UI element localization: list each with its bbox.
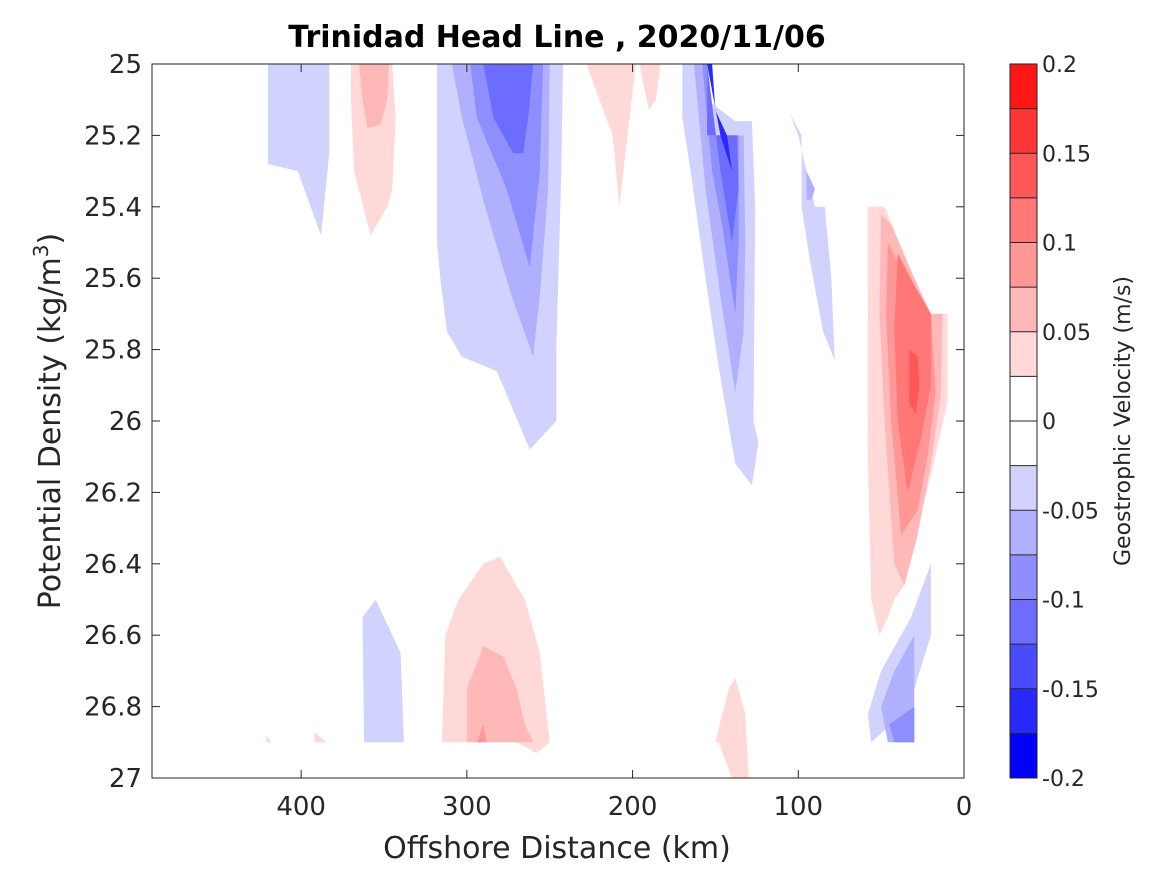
colorbar-swatch [1010, 242, 1037, 288]
colorbar-swatch [1010, 510, 1037, 556]
colorbar-swatch [1010, 64, 1037, 110]
y-tick-label: 25.2 [84, 121, 142, 151]
contour-region-neg-band-360 [362, 599, 404, 743]
contour-region-neg-band-30-1 [867, 563, 931, 743]
colorbar-swatch [1010, 554, 1037, 600]
colorbar-swatch [1010, 599, 1037, 645]
y-tick-label: 25.6 [84, 264, 142, 294]
colorbar-swatch [1010, 421, 1037, 467]
contour-region-pos-band-190 [639, 64, 661, 111]
contour-region-pos-band-355-inner [359, 64, 389, 129]
colorbar-swatch [1010, 197, 1037, 243]
colorbar-swatch [1010, 153, 1037, 199]
colorbar-tick-label: 0 [1042, 410, 1056, 435]
chart-title: Trinidad Head Line , 2020/11/06 [288, 20, 825, 55]
y-tick-label: 26.6 [84, 621, 142, 651]
colorbar [1010, 64, 1037, 779]
colorbar-swatch [1010, 688, 1037, 734]
y-axis-title-main: Potential Density (kg/m [33, 257, 68, 609]
colorbar-swatch [1010, 733, 1037, 779]
contour-region-neg-band-150-4 [707, 64, 739, 243]
colorbar-swatch [1010, 465, 1037, 511]
contour-region-neg-band-150-5 [707, 64, 732, 172]
colorbar-title: Geostrophic Velocity (m/s) [1111, 276, 1136, 566]
y-tick-label: 26 [109, 407, 142, 437]
contour-region-neg-band-300-4 [483, 64, 534, 154]
colorbar-tick-label: 0.05 [1042, 321, 1091, 346]
y-axis-title-superscript: 3 [29, 244, 53, 257]
x-tick-label: 200 [608, 792, 658, 822]
y-tick-label: 26.4 [84, 550, 142, 580]
contour-region-pos-band-390 [314, 731, 326, 743]
contour-region-pos-band-140 [715, 678, 749, 778]
contour-region-neg-band-100 [790, 114, 835, 361]
contour-region-neg-band-100-inner [806, 171, 815, 200]
y-tick-label: 27 [109, 764, 142, 794]
colorbar-tick-label: 0.15 [1042, 142, 1091, 167]
contour-region-pos-band-420 [266, 735, 272, 743]
contour-region-pos-band-40-5 [909, 349, 920, 414]
colorbar-tick-label: 0.2 [1042, 53, 1077, 78]
y-axis-title-close: ) [33, 233, 68, 245]
colorbar-swatch [1010, 331, 1037, 377]
colorbar-tick-label: -0.2 [1042, 767, 1085, 792]
contour-region-neg-band-420-outer [268, 64, 330, 236]
colorbar-tick-label: 0.1 [1042, 232, 1077, 257]
y-axis: 25 25.2 25.4 25.6 25.8 26 26.2 26.4 26.6 26.8 27 [84, 50, 964, 794]
x-axis-title: Offshore Distance (km) [383, 831, 731, 866]
colorbar-swatch [1010, 287, 1037, 333]
y-tick-label: 25 [109, 50, 142, 80]
colorbar-tick-label: -0.1 [1042, 589, 1085, 614]
colorbar-swatch [1010, 108, 1037, 154]
y-axis-title: Potential Density (kg/m3) [29, 233, 68, 609]
colorbar-tick-label: -0.05 [1042, 499, 1099, 524]
contour-region-pos-band-210 [586, 64, 636, 207]
x-tick-label: 0 [956, 792, 973, 822]
contour-region-pos-band-280-2 [466, 645, 534, 743]
colorbar-tick-label: -0.15 [1042, 678, 1099, 703]
x-tick-label: 300 [442, 792, 492, 822]
colorbar-frame [1009, 63, 1038, 779]
y-tick-label: 26.2 [84, 478, 142, 508]
contour-region-neg-band-150-3 [702, 64, 739, 314]
colorbar-swatch [1010, 644, 1037, 690]
colorbar-ticks: 0.2 0.15 0.1 0.05 0 -0.05 -0.1 -0.15 -0.2 [1042, 53, 1099, 792]
contour-region-neg-band-30-3 [889, 706, 915, 743]
x-tick-label: 400 [276, 792, 326, 822]
y-tick-label: 25.4 [84, 193, 142, 223]
x-axis: 400 300 200 100 0 [276, 64, 972, 822]
y-tick-label: 26.8 [84, 693, 142, 723]
y-tick-label: 25.8 [84, 336, 142, 366]
x-tick-label: 100 [773, 792, 823, 822]
contour-regions [266, 64, 948, 778]
contour-region-pos-band-280-3 [476, 724, 487, 743]
colorbar-swatch [1010, 376, 1037, 422]
